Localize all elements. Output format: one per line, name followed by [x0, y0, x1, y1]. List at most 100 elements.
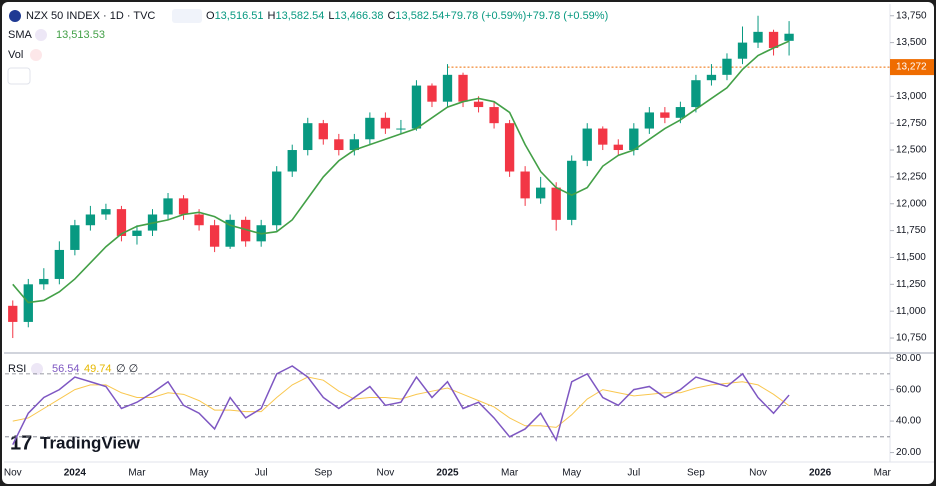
- y-tick-label: 12,000: [896, 198, 927, 209]
- candle-body: [116, 209, 127, 236]
- candle-body: [784, 33, 794, 41]
- x-tick-label: 2024: [64, 468, 87, 479]
- candle-body: [582, 128, 592, 161]
- x-tick-label: Nov: [4, 468, 22, 479]
- candle-body: [660, 112, 670, 118]
- y-tick-label: 11,500: [896, 252, 926, 263]
- x-tick-label: Nov: [749, 468, 767, 479]
- y-tick-label: 10,750: [896, 333, 927, 344]
- candle-body: [706, 74, 717, 81]
- candle-body: [675, 107, 686, 118]
- x-tick-label: 2025: [436, 468, 459, 479]
- candle-body: [629, 128, 639, 151]
- rsi-legend-name: RSI: [8, 363, 26, 375]
- candle-body: [85, 214, 96, 226]
- ohlc-value: 13,466.38: [335, 10, 384, 22]
- candle-body: [380, 117, 391, 129]
- candle-body: [722, 58, 732, 75]
- ohlc-value: 13,582.54: [395, 10, 444, 22]
- price-label-box: [890, 59, 934, 76]
- y-tick-label: 40.00: [896, 416, 921, 427]
- candle-body: [737, 42, 748, 59]
- candle-body: [194, 214, 204, 226]
- sma-legend-value: 13,513.53: [56, 29, 105, 41]
- candle-body: [132, 230, 142, 236]
- candle-body: [644, 112, 654, 129]
- candle-body: [163, 198, 173, 215]
- warning-icon[interactable]: [30, 49, 42, 61]
- candle-body: [458, 74, 468, 102]
- candle-body: [520, 171, 530, 199]
- candle-body: [287, 150, 297, 172]
- flag-icon: [9, 10, 21, 22]
- candle-body: [349, 139, 359, 151]
- candle-body: [396, 128, 406, 130]
- candle-body: [442, 74, 453, 102]
- candle-body: [39, 278, 49, 285]
- settings-icon[interactable]: [31, 363, 43, 375]
- x-tick-label: Mar: [874, 468, 892, 479]
- candle-body: [54, 249, 64, 279]
- ohlc-legend: O13,516.51 H13,582.54 L13,466.38 C13,582.54…: [206, 10, 608, 22]
- compare-icon[interactable]: [172, 9, 202, 23]
- x-tick-label: Sep: [687, 468, 705, 479]
- candle-body: [489, 107, 499, 124]
- volume-legend: Vol: [8, 49, 23, 61]
- y-tick-label: 12,750: [896, 118, 927, 129]
- chart-title: NZX 50 INDEX · 1D · TVC: [26, 10, 155, 22]
- watermark: TradingView: [40, 433, 141, 452]
- y-tick-label: 13,750: [896, 10, 927, 21]
- candle-body: [567, 160, 577, 220]
- collapse-button[interactable]: [7, 67, 31, 85]
- x-tick-label: Jul: [627, 468, 640, 479]
- ohlc-label: H: [268, 10, 276, 22]
- sma-legend-name: SMA: [8, 29, 33, 41]
- ohlc-value: 13,582.54: [275, 10, 324, 22]
- ohlc-label: L: [328, 10, 334, 22]
- candle-body: [691, 80, 701, 108]
- candle-body: [209, 225, 220, 247]
- candle-body: [753, 31, 763, 43]
- candle-body: [768, 31, 779, 48]
- x-tick-label: Jul: [255, 468, 268, 479]
- candle-body: [427, 85, 437, 102]
- y-tick-label: 13,500: [896, 37, 927, 48]
- y-tick-label: 12,500: [896, 145, 927, 156]
- candle-body: [101, 209, 111, 215]
- rsi-legend-value: 56.54: [52, 363, 80, 375]
- y-tick-label: 11,750: [896, 225, 926, 236]
- y-tick-label: 60.00: [896, 384, 921, 395]
- y-tick-label: 13,000: [896, 91, 927, 102]
- candle-body: [473, 101, 484, 108]
- y-tick-label: 80.00: [896, 353, 921, 364]
- candle-body: [365, 117, 375, 140]
- y-tick-label: 12,250: [896, 172, 927, 183]
- candle-body: [303, 123, 313, 151]
- x-tick-label: Mar: [501, 468, 519, 479]
- ohlc-label: O: [206, 10, 215, 22]
- ohlc-value: +79.78 (+0.59%): [444, 10, 526, 22]
- x-tick-label: 2026: [809, 468, 832, 479]
- x-tick-label: May: [562, 468, 581, 479]
- x-tick-label: Nov: [376, 468, 394, 479]
- candle-body: [613, 144, 623, 151]
- candle-body: [411, 85, 422, 129]
- ohlc-label: C: [387, 10, 395, 22]
- candle-body: [551, 187, 561, 220]
- settings-icon[interactable]: [35, 29, 47, 41]
- candle-body: [241, 219, 251, 242]
- candle-body: [225, 219, 235, 247]
- ohlc-value: 13,516.51: [215, 10, 264, 22]
- y-tick-label: 11,000: [896, 306, 926, 317]
- y-tick-label: 11,250: [896, 279, 926, 290]
- candle-body: [272, 171, 282, 226]
- y-tick-label: 20.00: [896, 447, 921, 458]
- candle-body: [70, 225, 80, 250]
- rsi-line: [12, 365, 790, 446]
- rsi-legend-extra: ∅ ∅: [116, 363, 138, 375]
- ohlc-value: +79.78 (+0.59%): [526, 10, 608, 22]
- sma-line: [12, 40, 790, 304]
